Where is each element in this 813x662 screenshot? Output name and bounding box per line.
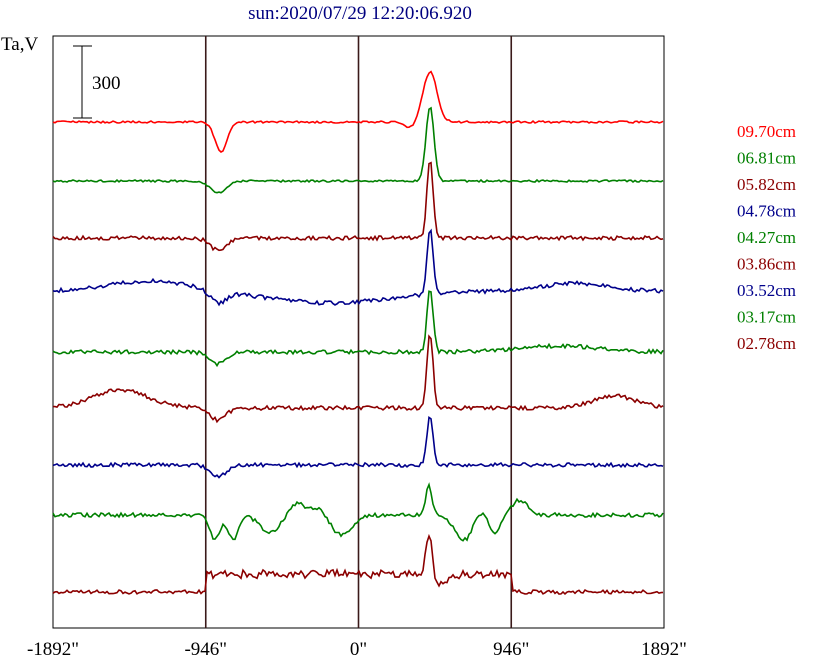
y-axis-label: Ta,V xyxy=(1,34,38,55)
x-tick-label: -1892" xyxy=(27,639,79,660)
series-line xyxy=(52,415,664,479)
legend-entry: 09.70cm xyxy=(737,122,796,141)
legend-entry: 04.78cm xyxy=(737,202,796,221)
legend-entry: 06.81cm xyxy=(737,149,796,168)
x-tick-label: 0" xyxy=(350,639,367,660)
legend-entry: 05.82cm xyxy=(737,175,796,194)
chart-title: sun:2020/07/29 12:20:06.920 xyxy=(248,3,472,24)
series-line xyxy=(52,228,664,307)
series-line xyxy=(52,70,664,153)
series-line xyxy=(52,106,664,194)
legend-entry: 03.86cm xyxy=(737,255,796,274)
series-line xyxy=(52,482,664,542)
legend-entry: 04.27cm xyxy=(737,228,796,247)
legend-entry: 03.52cm xyxy=(737,281,796,300)
series-line xyxy=(52,533,664,595)
legend-entry: 02.78cm xyxy=(737,334,796,353)
x-tick-label: 946" xyxy=(493,639,529,660)
x-tick-label: -946" xyxy=(184,639,227,660)
scale-bar: 300 xyxy=(73,45,121,119)
legend-entry: 03.17cm xyxy=(737,308,796,327)
x-tick-label: 1892" xyxy=(641,639,687,660)
series-line xyxy=(52,290,664,368)
scale-bar-label: 300 xyxy=(92,73,121,94)
series-line xyxy=(53,334,664,424)
series-line xyxy=(52,161,664,252)
